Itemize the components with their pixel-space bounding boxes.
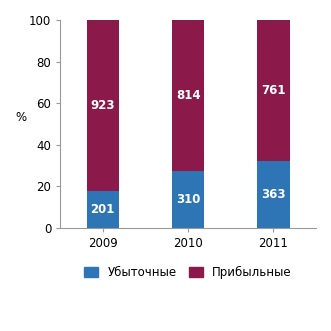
Text: 310: 310 — [176, 193, 200, 206]
Text: 363: 363 — [261, 188, 286, 201]
Bar — [172, 170, 204, 228]
Bar — [172, 20, 204, 170]
Bar — [87, 191, 119, 228]
Text: 923: 923 — [91, 99, 115, 112]
Bar — [87, 20, 119, 191]
Y-axis label: %: % — [15, 111, 26, 124]
Text: 814: 814 — [176, 89, 200, 102]
Text: 761: 761 — [261, 84, 286, 97]
Legend: Убыточные, Прибыльные: Убыточные, Прибыльные — [79, 261, 297, 283]
Text: 201: 201 — [91, 203, 115, 216]
Bar — [257, 161, 290, 228]
Bar — [257, 20, 290, 161]
